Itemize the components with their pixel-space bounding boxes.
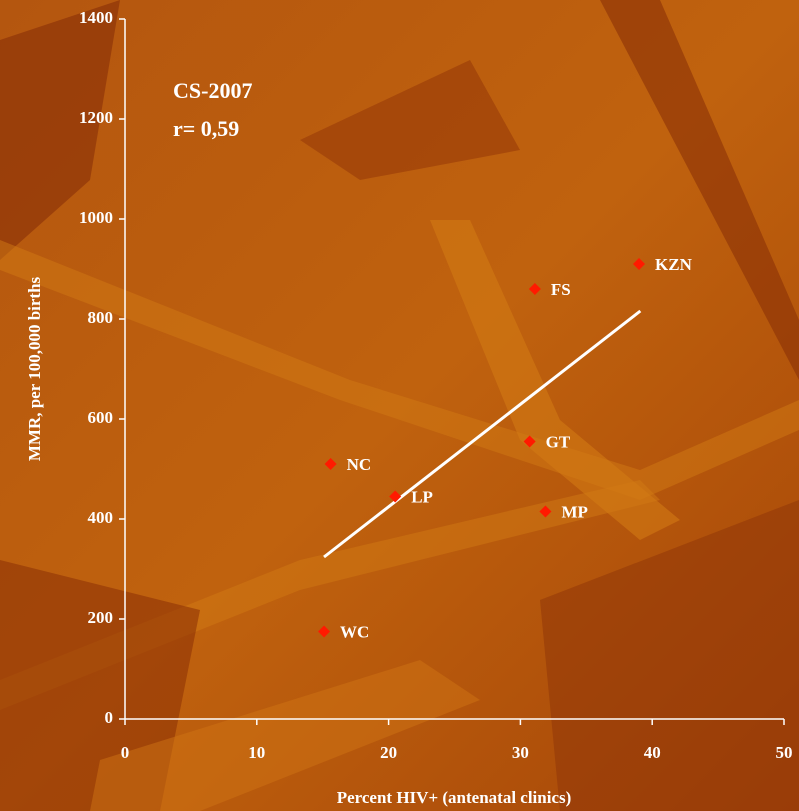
y-tick-label: 200 bbox=[88, 608, 114, 627]
y-tick-label: 800 bbox=[88, 308, 114, 327]
x-tick-label: 0 bbox=[121, 743, 130, 762]
point-label: NC bbox=[347, 455, 372, 474]
point-label: LP bbox=[411, 487, 433, 506]
background bbox=[0, 0, 799, 811]
chart: CS-2007 r= 0,59 Percent HIV+ (antenatal … bbox=[0, 0, 799, 811]
y-tick-label: 0 bbox=[105, 708, 114, 727]
point-label: MP bbox=[561, 502, 587, 521]
x-tick-label: 10 bbox=[248, 743, 265, 762]
x-axis-title: Percent HIV+ (antenatal clinics) bbox=[337, 788, 572, 807]
point-label: FS bbox=[551, 280, 571, 299]
y-tick-label: 1200 bbox=[79, 108, 113, 127]
point-label: KZN bbox=[655, 255, 693, 274]
x-tick-label: 30 bbox=[512, 743, 529, 762]
point-label: GT bbox=[546, 432, 571, 451]
y-tick-label: 1000 bbox=[79, 208, 113, 227]
y-tick-label: 600 bbox=[88, 408, 114, 427]
y-axis-title: MMR, per 100,000 births bbox=[25, 276, 44, 461]
annotation: r= 0,59 bbox=[173, 116, 239, 141]
x-tick-label: 40 bbox=[644, 743, 661, 762]
annotation: CS-2007 bbox=[173, 78, 252, 103]
y-tick-label: 400 bbox=[88, 508, 114, 527]
y-tick-label: 1400 bbox=[79, 8, 113, 27]
x-tick-label: 50 bbox=[776, 743, 793, 762]
x-tick-label: 20 bbox=[380, 743, 397, 762]
point-label: WC bbox=[340, 622, 369, 641]
